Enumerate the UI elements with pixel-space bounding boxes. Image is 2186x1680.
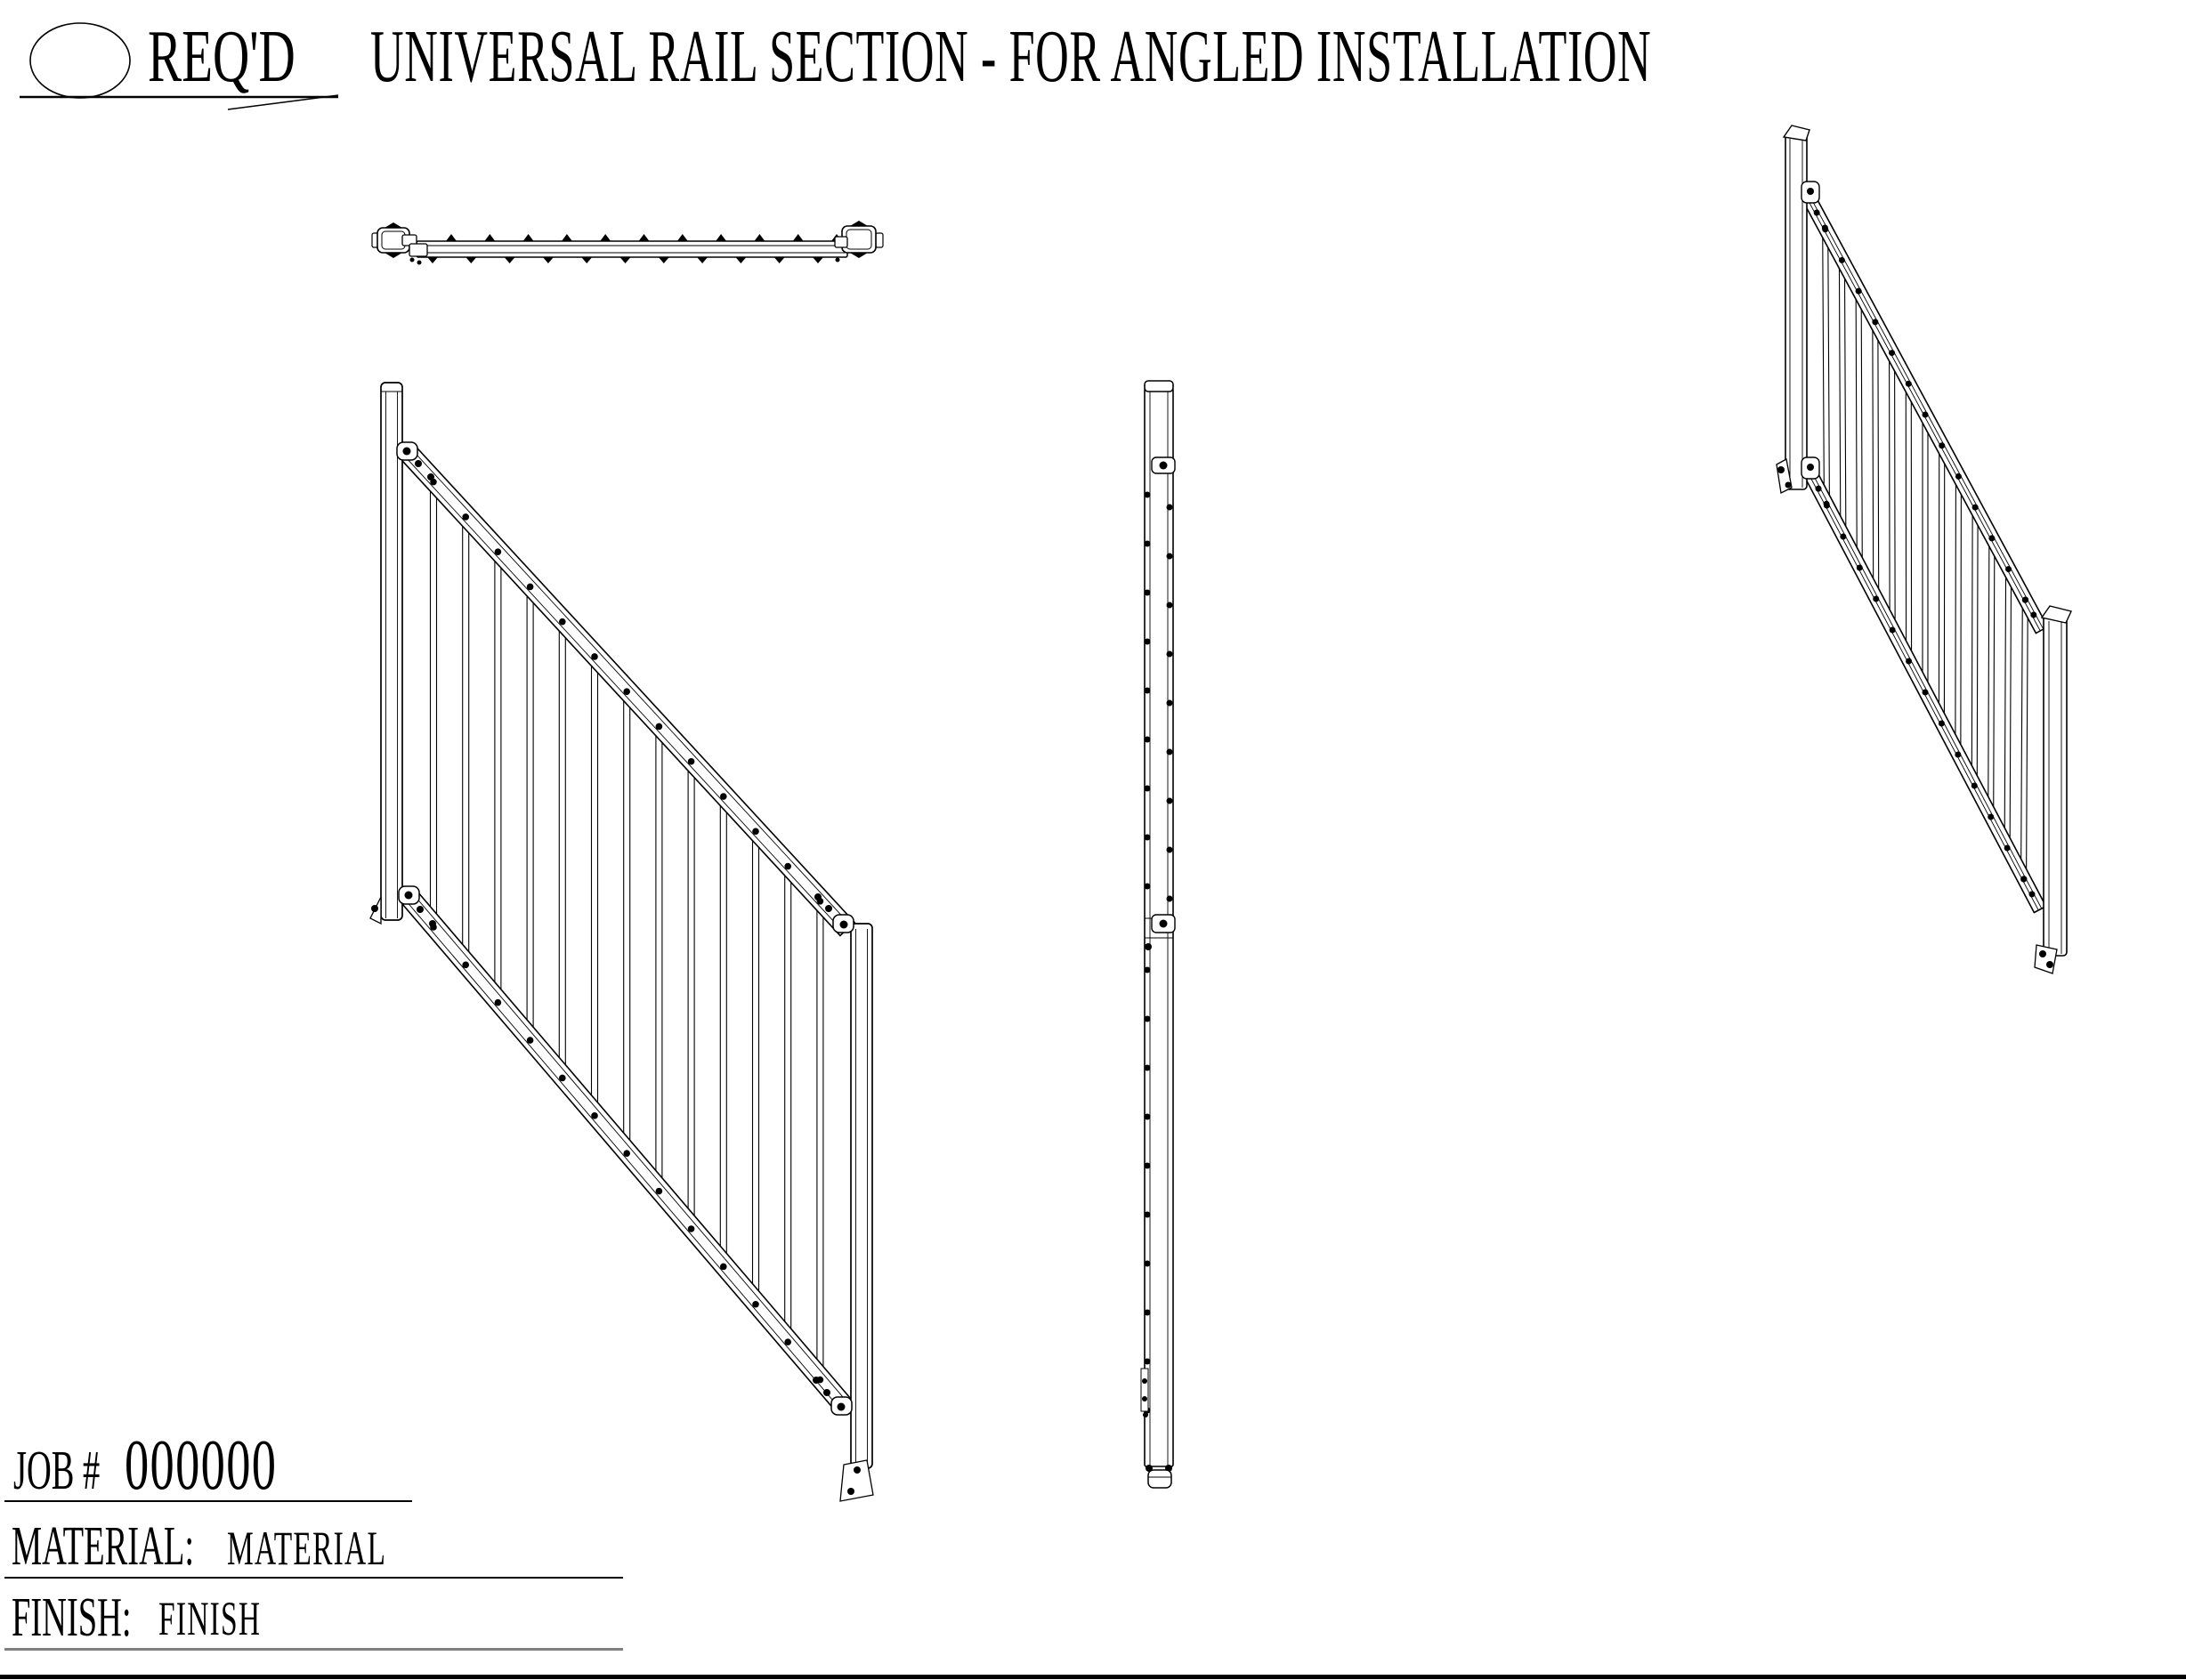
req-label: REQ'D (148, 15, 296, 98)
side-view-drawing (1140, 380, 1176, 1489)
isometric-view-drawing (1776, 125, 2072, 974)
req-quantity-graphic (20, 22, 339, 110)
finish-value: FINISH (158, 1592, 262, 1645)
material-label: MATERIAL: (12, 1516, 195, 1577)
plan-view-drawing (371, 221, 884, 265)
job-number-value: 000000 (125, 1426, 278, 1505)
finish-label: FINISH: (12, 1587, 132, 1648)
page-title: UNIVERSAL RAIL SECTION - FOR ANGLED INST… (370, 15, 1652, 98)
job-number-underline (4, 1500, 412, 1502)
material-underline (4, 1577, 623, 1579)
finish-underline (4, 1648, 623, 1651)
job-number-label: JOB # (13, 1441, 101, 1501)
material-value: MATERIAL (227, 1522, 387, 1575)
front-elevation-drawing (369, 382, 874, 1502)
sheet-bottom-border (0, 1675, 2186, 1679)
req-quantity-ellipse (29, 22, 131, 99)
